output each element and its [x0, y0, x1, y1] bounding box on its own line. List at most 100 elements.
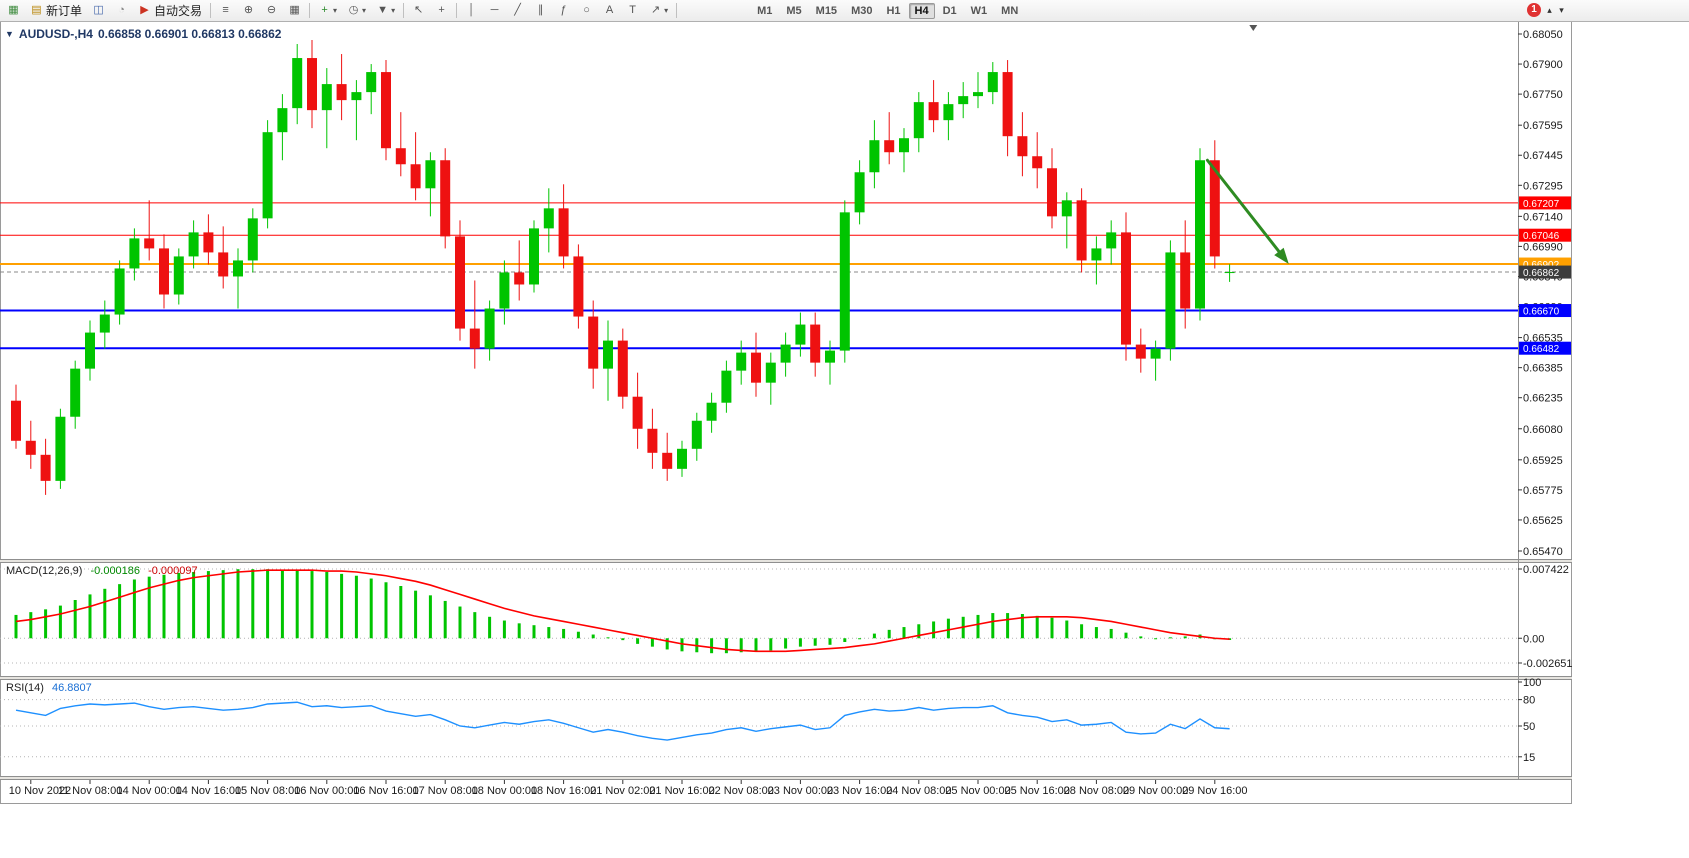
- cursor-icon: ↖: [413, 4, 424, 16]
- zoom-in-button[interactable]: ⊕: [238, 2, 259, 20]
- timeframe-m1-button[interactable]: M1: [757, 4, 773, 17]
- time-axis[interactable]: [0, 780, 1518, 804]
- profiles-button[interactable]: ◫: [88, 2, 109, 20]
- timeframe-w1-button[interactable]: W1: [970, 4, 988, 17]
- vertical-line-button[interactable]: │: [461, 2, 482, 20]
- chart-canvas[interactable]: 0.68050 0.67900 0.67750 0.67595 0.67445 0.672…: [0, 22, 1689, 804]
- bar-chart-mode-button[interactable]: ≡: [215, 2, 236, 20]
- new-chart-button[interactable]: ▦: [3, 2, 24, 20]
- rsi-indicator-label: RSI(14) 46.8807: [6, 682, 92, 694]
- candle-body: [55, 416, 66, 481]
- timeframe-m15-button[interactable]: M15: [815, 4, 838, 17]
- macd-histogram-bar: [739, 638, 743, 653]
- candle-body: [1032, 156, 1043, 169]
- dropdown-arrow-icon[interactable]: ▾: [391, 6, 396, 15]
- dropdown-arrow-icon[interactable]: ▾: [362, 6, 367, 15]
- timeframe-m5-button[interactable]: M5: [786, 4, 802, 17]
- candle-body: [721, 370, 732, 403]
- macd-name: MACD(12,26,9): [6, 565, 83, 577]
- rsi-line: [15, 701, 1230, 741]
- candle-body: [617, 340, 628, 397]
- macd-histogram-bar: [488, 616, 492, 639]
- refresh-button[interactable]: ◔: [111, 2, 132, 20]
- macd-histogram-bar: [1109, 628, 1113, 639]
- zoom-out-button[interactable]: ⊖: [261, 2, 282, 20]
- candle-body: [114, 268, 125, 315]
- trend-arrow-object[interactable]: [1205, 158, 1285, 258]
- macd-histogram-bar: [399, 586, 403, 639]
- macd-histogram-bar: [813, 638, 817, 646]
- arrows-button[interactable]: ↗ ▾: [645, 2, 672, 20]
- timeframe-m30-button[interactable]: M30: [851, 4, 873, 17]
- time-tick-label: 18 Nov 00:00: [472, 785, 537, 797]
- macd-histogram-bar: [1154, 638, 1158, 640]
- arrows-icon: ↗: [650, 4, 661, 16]
- text-label-button[interactable]: T: [622, 2, 643, 20]
- macd-histogram-bar: [118, 584, 122, 639]
- candle-body: [588, 316, 599, 369]
- one-click-collapse-icon[interactable]: ▼: [5, 29, 14, 39]
- time-tick-label: 25 Nov 16:00: [1004, 785, 1069, 797]
- candle-body: [899, 138, 909, 153]
- candle-body: [395, 148, 406, 165]
- time-tick-label: 15 Nov 08:00: [235, 785, 300, 797]
- panel-divider[interactable]: [0, 676, 1572, 680]
- candle-body: [958, 96, 969, 105]
- time-tick-label: 17 Nov 08:00: [412, 785, 477, 797]
- panel-divider[interactable]: [0, 559, 1572, 563]
- macd-main-value: -0.000186: [90, 565, 141, 577]
- new-order-button[interactable]: ▤ 新订单: [26, 2, 86, 20]
- horizontal-line-button[interactable]: ─: [484, 2, 505, 20]
- macd-histogram-bar: [162, 574, 166, 639]
- crosshair-button[interactable]: +: [431, 2, 452, 20]
- timeframe-d1-button[interactable]: D1: [942, 4, 957, 17]
- periods-button[interactable]: ◷ ▾: [343, 2, 370, 20]
- macd-tick-label: 0.00: [1523, 633, 1544, 645]
- candle-body: [188, 232, 199, 257]
- timeframe-mn-button[interactable]: MN: [1001, 4, 1019, 17]
- timeframe-h4-button[interactable]: H4: [908, 2, 935, 19]
- macd-histogram-bar: [414, 590, 418, 639]
- dropdown-arrow-icon[interactable]: ▾: [333, 6, 338, 15]
- chart-window: 0.68050 0.67900 0.67750 0.67595 0.67445 0.672…: [0, 22, 1689, 804]
- macd-histogram-bar: [1080, 624, 1084, 639]
- candle-body: [736, 352, 747, 371]
- candle-body: [25, 440, 36, 455]
- shapes-button[interactable]: ○: [576, 2, 597, 20]
- price-tag-label: 0.67046: [1523, 231, 1560, 242]
- toolbar-scroll-up-button[interactable]: ▴: [1547, 5, 1552, 15]
- indicators-button[interactable]: + ▾: [314, 2, 341, 20]
- price-axis[interactable]: [1518, 22, 1572, 780]
- trend-arrow-head: [1274, 247, 1289, 265]
- candle-body: [247, 218, 258, 261]
- cursor-button[interactable]: ↖: [408, 2, 429, 20]
- candle-body: [973, 92, 983, 97]
- candle-body: [381, 72, 391, 149]
- macd-histogram-bar: [650, 638, 654, 647]
- timeframe-h1-button[interactable]: H1: [886, 4, 901, 17]
- candle-body: [469, 328, 480, 349]
- candle-body: [425, 160, 436, 189]
- toolbar-scroll-down-button[interactable]: ▾: [1559, 5, 1564, 15]
- toolbar-separator: [676, 3, 678, 18]
- channel-button[interactable]: ∥: [530, 2, 551, 20]
- label-icon: T: [629, 4, 636, 16]
- dropdown-arrow-icon[interactable]: ▾: [664, 6, 669, 15]
- indicators-icon: +: [321, 4, 328, 16]
- price-tag-label: 0.66670: [1523, 307, 1560, 318]
- candle-body: [1165, 252, 1176, 349]
- panel-divider[interactable]: [0, 776, 1572, 780]
- templates-button[interactable]: ▼ ▾: [372, 2, 399, 20]
- notification-badge[interactable]: 1: [1527, 3, 1541, 17]
- text-button[interactable]: A: [599, 2, 620, 20]
- candle-body: [632, 396, 643, 429]
- fibonacci-button[interactable]: ƒ: [553, 2, 574, 20]
- chart-shift-marker[interactable]: [1249, 25, 1258, 31]
- macd-histogram-bar: [976, 614, 980, 639]
- trendline-button[interactable]: ╱: [507, 2, 528, 20]
- tile-windows-button[interactable]: ▦: [284, 2, 305, 20]
- candle-body: [543, 208, 554, 229]
- candle-body: [1017, 136, 1028, 157]
- auto-trading-button[interactable]: ▶ 自动交易: [134, 2, 206, 20]
- candle-body: [810, 324, 821, 363]
